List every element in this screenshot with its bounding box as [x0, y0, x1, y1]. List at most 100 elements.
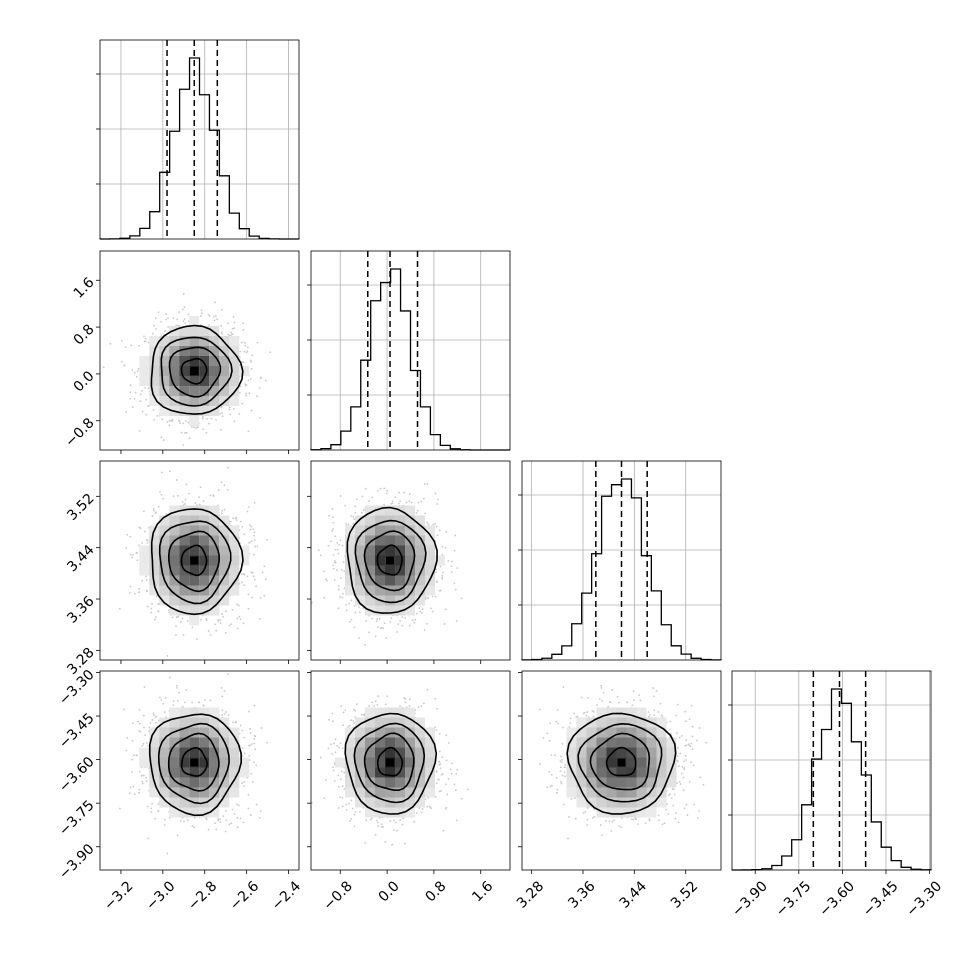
- density-cell: [179, 575, 190, 586]
- density-cell: [159, 535, 170, 546]
- scatter-point: [209, 633, 212, 636]
- scatter-point: [383, 487, 386, 490]
- density-cell: [199, 555, 210, 566]
- histogram-step-line: [310, 268, 510, 451]
- density-cell: [189, 605, 200, 616]
- density-cell: [189, 375, 200, 386]
- scatter-point: [188, 437, 191, 440]
- scatter-point: [426, 483, 429, 485]
- scatter-point: [132, 554, 134, 556]
- density-cell: [179, 405, 190, 416]
- scatter-point: [137, 591, 140, 594]
- scatter-point: [220, 481, 223, 484]
- scatter-point: [333, 560, 336, 562]
- scatter-point: [222, 615, 225, 618]
- scatter-point: [125, 411, 128, 414]
- scatter-point: [145, 575, 147, 578]
- density-cell: [385, 565, 396, 576]
- scatter-point: [435, 581, 438, 584]
- density-cell: [239, 555, 250, 566]
- scatter-point: [435, 525, 438, 528]
- density-cell: [365, 505, 376, 516]
- scatter-point: [451, 560, 453, 563]
- scatter-point: [205, 431, 208, 434]
- scatter-point: [168, 470, 171, 473]
- scatter-point: [236, 617, 239, 620]
- scatter-point: [420, 500, 423, 503]
- density-cell: [425, 555, 436, 566]
- density-grid: [345, 505, 446, 616]
- scatter-point: [380, 627, 383, 629]
- scatter-point: [397, 623, 400, 626]
- density-cell: [229, 375, 240, 386]
- scatter-point: [352, 515, 355, 518]
- density-cell: [405, 565, 416, 576]
- scatter-point: [418, 607, 421, 610]
- density-cell: [139, 375, 150, 386]
- scatter-point: [162, 439, 165, 441]
- scatter-point: [128, 591, 131, 594]
- scatter-point: [157, 311, 160, 314]
- scatter-point: [438, 589, 441, 592]
- scatter-point: [327, 544, 330, 547]
- scatter-point: [368, 631, 370, 634]
- density-cell: [199, 335, 210, 346]
- scatter-point: [220, 405, 223, 408]
- scatter-point: [398, 502, 400, 505]
- scatter-point: [130, 344, 133, 347]
- scatter-point: [439, 565, 442, 568]
- scatter-point: [383, 503, 386, 506]
- density-cell: [395, 535, 406, 546]
- density-cell: [179, 325, 190, 336]
- scatter-point: [242, 361, 245, 364]
- density-cell: [209, 585, 220, 596]
- scatter-point: [153, 324, 155, 327]
- scatter-point: [225, 610, 227, 613]
- scatter-point: [200, 312, 203, 315]
- scatter-point: [336, 548, 339, 551]
- density-cell: [149, 355, 160, 366]
- scatter-point: [236, 803, 238, 806]
- density-cell: [179, 515, 190, 526]
- scatter-point: [342, 561, 345, 564]
- density-cell: [179, 335, 190, 346]
- scatter-point: [435, 568, 438, 571]
- density-cell: [209, 365, 220, 376]
- scatter-point: [184, 432, 186, 434]
- scatter-point: [386, 490, 389, 492]
- density-cell: [209, 595, 220, 606]
- contour-level-1: [354, 519, 427, 604]
- scatter-point: [154, 616, 157, 618]
- scatter-point: [246, 350, 249, 352]
- scatter-point: [147, 341, 150, 344]
- scatter-point: [341, 596, 344, 599]
- scatter-point: [207, 313, 210, 316]
- scatter-point: [181, 501, 184, 503]
- scatter-point: [165, 318, 167, 321]
- scatter-point: [146, 741, 148, 744]
- scatter-point: [232, 517, 234, 520]
- histogram-step-line: [99, 57, 300, 240]
- scatter-point: [444, 546, 447, 549]
- density-cell: [229, 355, 240, 366]
- scatter-point: [319, 554, 322, 557]
- axis-frame: [731, 670, 932, 871]
- scatter-point: [165, 513, 168, 515]
- scatter-point: [133, 397, 136, 400]
- scatter-point: [248, 392, 251, 395]
- scatter-point: [225, 809, 227, 812]
- density-cell: [355, 555, 366, 566]
- scatter-point: [332, 528, 335, 530]
- density-cell: [395, 515, 406, 526]
- scatter-point: [144, 386, 147, 389]
- scatter-point: [200, 309, 203, 312]
- scatter-point: [354, 611, 357, 614]
- density-cell: [159, 525, 170, 536]
- scatter-point: [230, 623, 233, 626]
- density-cell: [139, 545, 150, 556]
- scatter-point: [236, 603, 238, 606]
- scatter-point: [167, 326, 170, 328]
- scatter-point: [237, 604, 240, 607]
- density-cell: [375, 505, 386, 516]
- scatter-point: [145, 579, 148, 581]
